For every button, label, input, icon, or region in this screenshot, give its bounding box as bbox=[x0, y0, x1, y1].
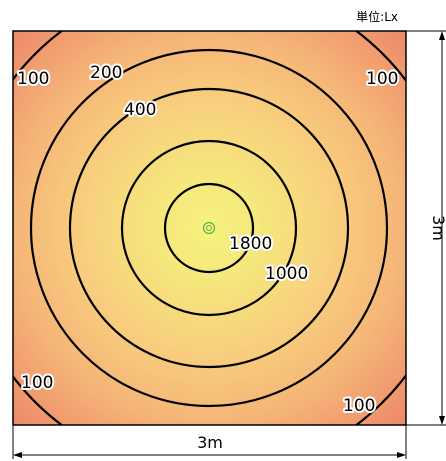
contour-label-100-bottom-right: 100 bbox=[343, 396, 375, 416]
contour-label-1000: 1000 bbox=[265, 264, 308, 284]
contour-label-100-bottom-left: 100 bbox=[21, 373, 53, 393]
contour-1000 bbox=[120, 139, 298, 317]
height-label: 3m bbox=[429, 215, 446, 241]
width-label: 3m bbox=[197, 433, 223, 452]
contour-label-1800: 1800 bbox=[229, 234, 272, 254]
contour-200 bbox=[29, 48, 389, 408]
width-dimension bbox=[12, 425, 407, 459]
height-dimension bbox=[406, 30, 446, 426]
contour-label-200: 200 bbox=[90, 63, 122, 83]
contour-label-400: 400 bbox=[124, 100, 156, 120]
room-border bbox=[12, 30, 407, 426]
room-area bbox=[13, 31, 406, 425]
unit-label: 単位:Lx bbox=[356, 9, 398, 24]
contour-label-100-top-left: 100 bbox=[17, 69, 49, 89]
contour-label-100-top-right: 100 bbox=[366, 69, 398, 89]
contour-400 bbox=[68, 87, 350, 369]
contour-1800 bbox=[163, 182, 255, 274]
light-source-marker-icon bbox=[202, 221, 216, 235]
